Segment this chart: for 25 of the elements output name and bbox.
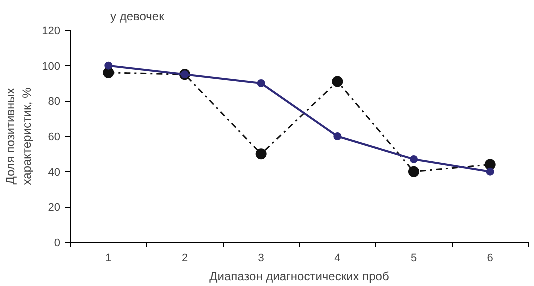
y-axis-title: Доля позитивных характеристик, % [3, 87, 34, 186]
point [486, 168, 494, 176]
point [257, 80, 266, 88]
y-tick-label: 80 [48, 96, 61, 108]
point [332, 76, 344, 88]
y-tick-label: 100 [42, 60, 61, 73]
y-tick-label: 120 [42, 26, 61, 38]
point [408, 166, 420, 178]
y-tick-label: 40 [48, 166, 61, 179]
y-tick-label: 60 [48, 132, 61, 144]
point [103, 67, 114, 78]
point [104, 62, 113, 70]
x-axis-title: Диапазон диагностических проб [210, 270, 390, 284]
x-tick-label: 5 [410, 252, 418, 264]
y-tick-label: 0 [54, 238, 61, 250]
chart-title: у девочек [110, 10, 166, 24]
x-tick-label: 4 [334, 252, 341, 264]
point [334, 132, 342, 140]
point [256, 148, 267, 160]
x-tick-label: 6 [487, 252, 494, 264]
x-tick-label: 1 [106, 252, 112, 264]
x-tick-label: 2 [182, 252, 188, 264]
y-tick-label: 20 [48, 202, 61, 214]
x-tick-label: 3 [258, 252, 264, 264]
point [410, 155, 418, 164]
